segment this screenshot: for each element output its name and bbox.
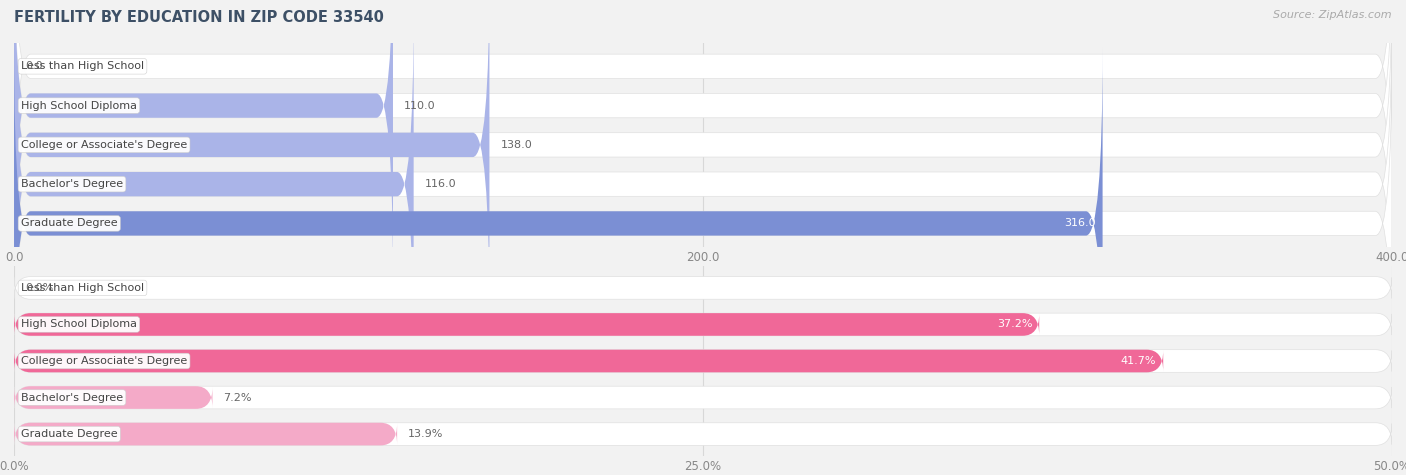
Text: 37.2%: 37.2% <box>997 320 1032 330</box>
Text: Less than High School: Less than High School <box>21 283 143 293</box>
Text: 0.0%: 0.0% <box>25 283 53 293</box>
Text: Graduate Degree: Graduate Degree <box>21 429 118 439</box>
FancyBboxPatch shape <box>14 0 394 282</box>
Text: 41.7%: 41.7% <box>1121 356 1156 366</box>
Text: 116.0: 116.0 <box>425 179 457 189</box>
Text: 13.9%: 13.9% <box>408 429 443 439</box>
FancyBboxPatch shape <box>14 0 489 321</box>
FancyBboxPatch shape <box>14 423 396 446</box>
Text: Bachelor's Degree: Bachelor's Degree <box>21 179 124 189</box>
FancyBboxPatch shape <box>14 276 1392 299</box>
Text: 138.0: 138.0 <box>501 140 533 150</box>
FancyBboxPatch shape <box>14 313 1039 336</box>
Text: High School Diploma: High School Diploma <box>21 320 136 330</box>
FancyBboxPatch shape <box>14 0 1392 321</box>
FancyBboxPatch shape <box>14 0 1392 282</box>
Text: Bachelor's Degree: Bachelor's Degree <box>21 392 124 402</box>
Text: High School Diploma: High School Diploma <box>21 101 136 111</box>
Text: Graduate Degree: Graduate Degree <box>21 218 118 228</box>
FancyBboxPatch shape <box>14 350 1163 372</box>
Text: 110.0: 110.0 <box>404 101 436 111</box>
Text: Source: ZipAtlas.com: Source: ZipAtlas.com <box>1274 10 1392 19</box>
Text: FERTILITY BY EDUCATION IN ZIP CODE 33540: FERTILITY BY EDUCATION IN ZIP CODE 33540 <box>14 10 384 25</box>
Text: Less than High School: Less than High School <box>21 61 143 71</box>
FancyBboxPatch shape <box>14 386 212 409</box>
Text: 7.2%: 7.2% <box>224 392 252 402</box>
FancyBboxPatch shape <box>14 47 1102 400</box>
Text: College or Associate's Degree: College or Associate's Degree <box>21 356 187 366</box>
Text: 316.0: 316.0 <box>1064 218 1095 228</box>
Text: College or Associate's Degree: College or Associate's Degree <box>21 140 187 150</box>
FancyBboxPatch shape <box>14 0 1392 243</box>
FancyBboxPatch shape <box>14 47 1392 400</box>
FancyBboxPatch shape <box>14 8 413 361</box>
FancyBboxPatch shape <box>14 350 1392 372</box>
FancyBboxPatch shape <box>14 386 1392 409</box>
FancyBboxPatch shape <box>14 423 1392 446</box>
Text: 0.0: 0.0 <box>25 61 42 71</box>
FancyBboxPatch shape <box>14 8 1392 361</box>
FancyBboxPatch shape <box>14 313 1392 336</box>
